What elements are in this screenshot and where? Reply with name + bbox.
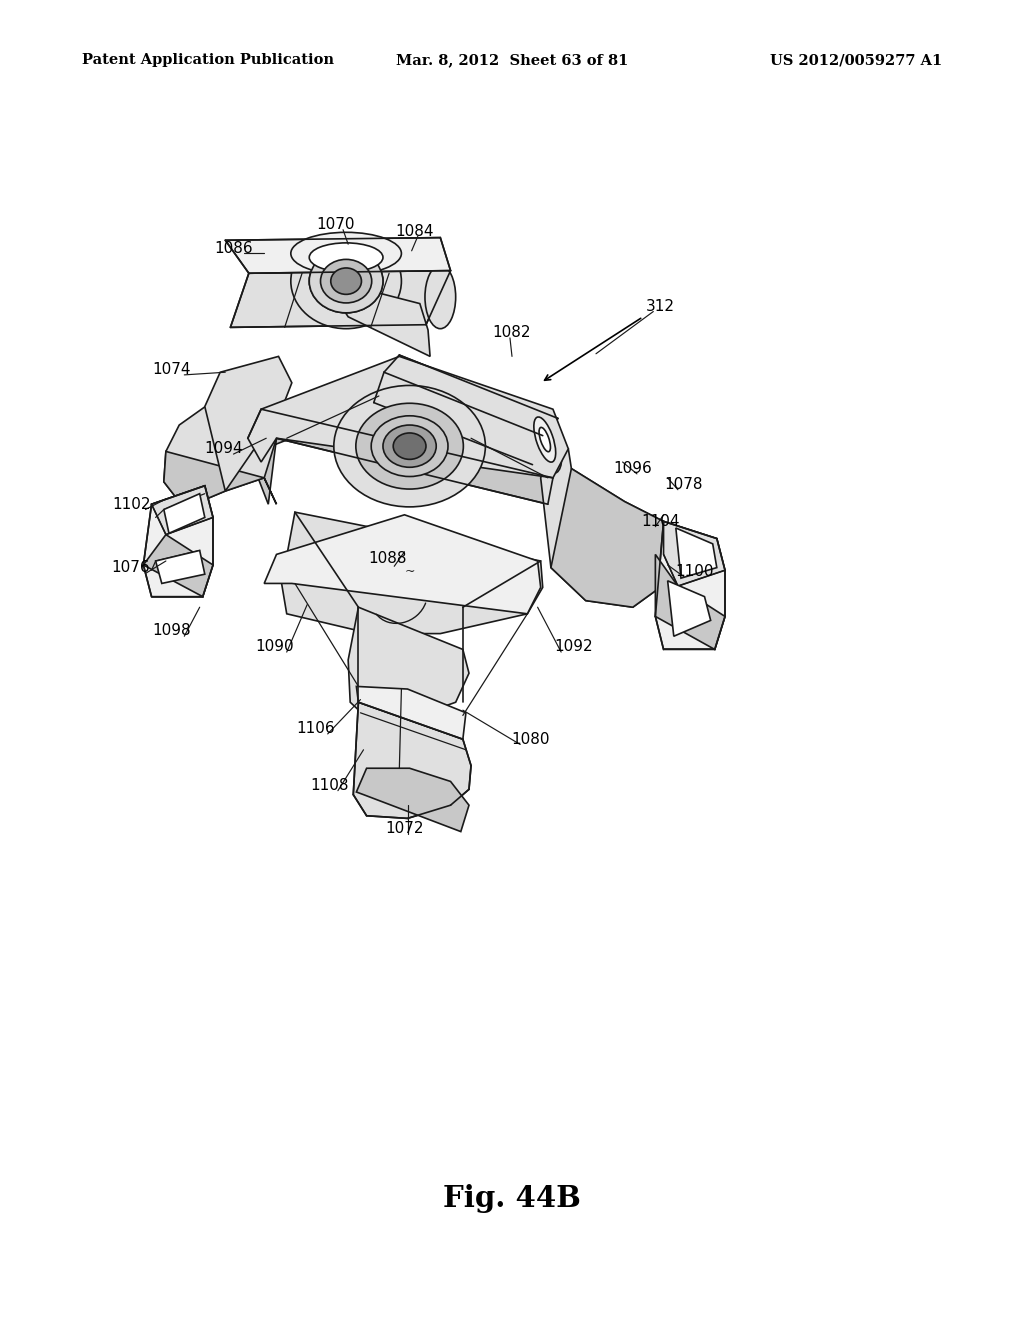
Text: ~: ~ xyxy=(404,565,415,578)
Ellipse shape xyxy=(309,249,383,313)
Polygon shape xyxy=(152,486,213,535)
Text: 1096: 1096 xyxy=(613,461,652,477)
Polygon shape xyxy=(348,607,469,719)
Text: 1080: 1080 xyxy=(511,731,550,747)
Ellipse shape xyxy=(334,385,485,507)
Polygon shape xyxy=(156,550,205,583)
Text: 1106: 1106 xyxy=(296,721,335,737)
Polygon shape xyxy=(664,521,725,586)
Ellipse shape xyxy=(291,232,401,275)
Text: 1104: 1104 xyxy=(641,513,680,529)
Polygon shape xyxy=(143,535,213,597)
Ellipse shape xyxy=(425,265,456,329)
Polygon shape xyxy=(356,768,469,832)
Text: 1078: 1078 xyxy=(665,477,703,492)
Ellipse shape xyxy=(309,249,383,313)
Polygon shape xyxy=(374,372,543,465)
Text: 1100: 1100 xyxy=(675,564,714,579)
Text: 1086: 1086 xyxy=(214,240,253,256)
Polygon shape xyxy=(258,396,553,504)
Text: 1088: 1088 xyxy=(368,550,407,566)
Polygon shape xyxy=(230,271,451,327)
Polygon shape xyxy=(282,512,543,634)
Text: Patent Application Publication: Patent Application Publication xyxy=(82,53,334,67)
Polygon shape xyxy=(164,494,205,533)
Ellipse shape xyxy=(534,417,556,462)
Ellipse shape xyxy=(372,416,449,477)
Text: Mar. 8, 2012  Sheet 63 of 81: Mar. 8, 2012 Sheet 63 of 81 xyxy=(396,53,628,67)
Ellipse shape xyxy=(331,268,361,294)
Ellipse shape xyxy=(309,243,383,272)
Polygon shape xyxy=(551,469,674,607)
Text: 312: 312 xyxy=(646,298,675,314)
Ellipse shape xyxy=(393,433,426,459)
Ellipse shape xyxy=(383,425,436,467)
Polygon shape xyxy=(356,686,466,739)
Polygon shape xyxy=(205,356,292,491)
Polygon shape xyxy=(338,293,430,356)
Text: US 2012/0059277 A1: US 2012/0059277 A1 xyxy=(770,53,942,67)
Polygon shape xyxy=(264,515,541,614)
Polygon shape xyxy=(248,356,568,478)
Text: 1098: 1098 xyxy=(153,623,191,639)
Text: 1070: 1070 xyxy=(316,216,355,232)
Polygon shape xyxy=(668,581,711,636)
Ellipse shape xyxy=(291,234,401,329)
Polygon shape xyxy=(541,449,674,607)
Text: Fig. 44B: Fig. 44B xyxy=(443,1184,581,1213)
Text: 1082: 1082 xyxy=(493,325,531,341)
Polygon shape xyxy=(353,702,471,818)
Text: 1084: 1084 xyxy=(395,223,434,239)
Text: 1090: 1090 xyxy=(255,639,294,655)
Text: 1076: 1076 xyxy=(112,560,151,576)
Text: 1094: 1094 xyxy=(204,441,243,457)
Polygon shape xyxy=(143,486,213,597)
Ellipse shape xyxy=(356,404,464,488)
Text: 1074: 1074 xyxy=(153,362,191,378)
Ellipse shape xyxy=(527,405,562,474)
Polygon shape xyxy=(655,554,725,649)
Polygon shape xyxy=(655,521,725,649)
Text: 1102: 1102 xyxy=(112,496,151,512)
Polygon shape xyxy=(384,355,558,436)
Ellipse shape xyxy=(539,428,551,451)
Text: 1072: 1072 xyxy=(385,821,424,837)
Text: 1092: 1092 xyxy=(554,639,593,655)
Polygon shape xyxy=(225,238,451,273)
Polygon shape xyxy=(164,451,276,508)
Ellipse shape xyxy=(321,259,372,302)
Text: 1108: 1108 xyxy=(310,777,349,793)
Polygon shape xyxy=(676,528,717,578)
Polygon shape xyxy=(164,383,276,508)
